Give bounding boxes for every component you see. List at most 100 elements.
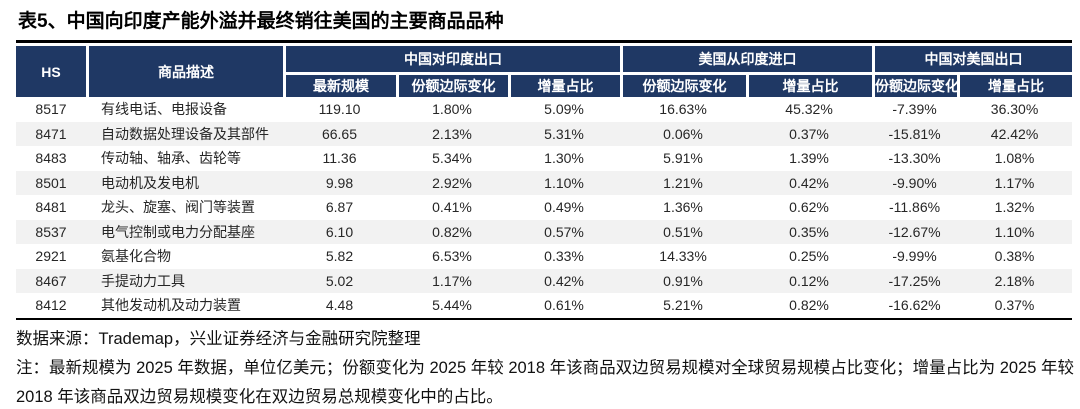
- hs-code: 8483: [35, 150, 67, 167]
- header-group-cn-to-india: 中国对印度出口: [283, 46, 621, 72]
- table-row: 8481 龙头、旋塞、阀门等装置 6.87 0.41% 0.49% 1.36% 0.62% -…: [16, 195, 1072, 220]
- share-change-us-india: 16.63%: [659, 101, 707, 118]
- increment-share-us-india: 0.62%: [789, 199, 829, 216]
- product-desc: 氨基化合物: [101, 248, 171, 265]
- increment-share-cn-india: 0.57%: [544, 223, 584, 240]
- product-desc: 其他发动机及动力装置: [101, 297, 241, 314]
- table-row: 8471 自动数据处理设备及其部件 66.65 2.13% 5.31% 0.06% 0.37…: [16, 121, 1073, 146]
- increment-share-us-india: 0.12%: [789, 272, 829, 289]
- share-change-us-india: 0.91%: [663, 272, 703, 289]
- bottom-rule: [16, 317, 1072, 320]
- latest-scale: 6.10: [325, 223, 354, 240]
- header-group-cn-to-us: 中国对美国出口: [872, 46, 1073, 72]
- latest-scale: 5.02: [325, 272, 354, 289]
- increment-share-cn-india: 0.49%: [544, 199, 584, 216]
- share-change-cn-us: -15.81%: [888, 125, 941, 142]
- increment-share-cn-us: 42.42%: [990, 125, 1039, 142]
- increment-share-cn-india: 0.33%: [544, 248, 584, 265]
- header-increment-share-us-india: 增量占比: [746, 72, 873, 97]
- latest-scale: 6.87: [325, 199, 354, 216]
- latest-scale: 11.36: [322, 150, 357, 167]
- latest-scale: 5.82: [325, 248, 354, 265]
- product-desc: 传动轴、轴承、齿轮等: [101, 150, 241, 167]
- increment-share-cn-india: 1.10%: [544, 174, 584, 191]
- header-group-row: HS 商品描述 中国对印度出口 美国从印度进口 中国对美国出口: [16, 46, 1073, 97]
- product-desc: 电气控制或电力分配基座: [101, 223, 255, 240]
- latest-scale: 66.65: [321, 125, 358, 142]
- latest-scale: 9.98: [325, 174, 354, 191]
- share-change-cn-us: -13.30%: [888, 150, 941, 167]
- latest-scale: 119.10: [318, 101, 361, 118]
- header-hs: HS: [16, 46, 86, 97]
- share-change-cn-us: -17.25%: [888, 272, 941, 289]
- share-change-cn-us: -11.86%: [888, 199, 941, 216]
- share-change-us-india: 1.21%: [663, 174, 703, 191]
- product-desc: 龙头、旋塞、阀门等装置: [101, 199, 255, 216]
- share-change-us-india: 5.91%: [663, 150, 703, 167]
- share-change-cn-india: 0.82%: [432, 223, 472, 240]
- hs-code: 8501: [35, 174, 67, 191]
- data-table: HS 商品描述 中国对印度出口 美国从印度进口 中国对美国出口 最新规模 份额边…: [16, 46, 1073, 318]
- table-row: 8517 有线电话、电报设备 119.10 1.80% 5.09% 16.63% 45.32…: [16, 97, 1072, 122]
- footnote: 注：最新规模为 2025 年数据，单位亿美元；份额变化为 2025 年较 201…: [16, 359, 1074, 406]
- increment-share-us-india: 0.82%: [789, 297, 829, 314]
- header-share-change-us-india: 份额边际变化: [620, 72, 747, 97]
- hs-code: 8471: [35, 125, 67, 142]
- increment-share-us-india: 0.35%: [789, 223, 829, 240]
- increment-share-us-india: 45.32%: [785, 101, 833, 118]
- hs-code: 8467: [35, 272, 67, 289]
- table-body: 8517 有线电话、电报设备 119.10 1.80% 5.09% 16.63% 45.32…: [16, 97, 1073, 318]
- increment-share-cn-us: 1.32%: [994, 199, 1035, 216]
- table-row: 8501 电动机及发电机 9.98 2.92% 1.10% 1.21% 0.42% -9.90…: [16, 170, 1073, 195]
- share-change-cn-india: 2.13%: [432, 125, 472, 142]
- share-change-cn-us: -9.99%: [892, 248, 937, 265]
- hs-code: 8481: [35, 199, 67, 216]
- table-row: 8467 手提动力工具 5.02 1.17% 0.42% 0.91% 0.12% -17.25…: [16, 268, 1073, 293]
- product-desc: 手提动力工具: [101, 272, 185, 289]
- hs-code: 2921: [35, 248, 67, 265]
- share-change-cn-us: -7.39%: [892, 101, 937, 118]
- table-footer: 数据来源：Trademap，兴业证券经济与金融研究院整理 注：最新规模为 202…: [16, 325, 1074, 409]
- share-change-cn-india: 5.34%: [432, 150, 472, 167]
- share-change-cn-india: 5.44%: [432, 297, 472, 314]
- header-group-us-from-india: 美国从印度进口: [620, 46, 873, 72]
- share-change-cn-india: 6.53%: [432, 248, 472, 265]
- share-change-us-india: 1.36%: [663, 199, 703, 216]
- hs-code: 8517: [35, 101, 67, 118]
- header-product-desc: 商品描述: [86, 46, 283, 97]
- table-row: 8483 传动轴、轴承、齿轮等 11.36 5.34% 1.30% 5.91% 1.39% -…: [16, 146, 1072, 171]
- table-row: 8412 其他发动机及动力装置 4.48 5.44% 0.61% 5.21% 0.82% -1…: [16, 293, 1072, 318]
- table-row: 8537 电气控制或电力分配基座 6.10 0.82% 0.57% 0.51% 0.35% -…: [16, 219, 1073, 244]
- increment-share-us-india: 0.37%: [789, 125, 829, 142]
- increment-share-cn-india: 1.30%: [544, 150, 584, 167]
- table-header: HS 商品描述 中国对印度出口 美国从印度进口 中国对美国出口 最新规模 份额边…: [16, 46, 1073, 97]
- increment-share-cn-us: 1.08%: [994, 150, 1035, 167]
- product-desc: 自动数据处理设备及其部件: [101, 125, 269, 142]
- product-desc: 电动机及发电机: [101, 174, 199, 191]
- product-desc: 有线电话、电报设备: [101, 101, 227, 118]
- table-title: 表5、中国向印度产能外溢并最终销往美国的主要商品品种: [18, 11, 504, 32]
- increment-share-cn-india: 0.42%: [544, 272, 584, 289]
- share-change-us-india: 0.51%: [663, 223, 703, 240]
- increment-share-cn-us: 1.17%: [994, 174, 1035, 191]
- latest-scale: 4.48: [325, 297, 354, 314]
- increment-share-cn-india: 5.09%: [544, 101, 584, 118]
- data-source-line: 数据来源：Trademap，兴业证券经济与金融研究院整理: [16, 330, 421, 348]
- table-row: 2921 氨基化合物 5.82 6.53% 0.33% 14.33% 0.25% -9.99%…: [16, 244, 1072, 269]
- top-rule: [16, 40, 1072, 43]
- share-change-cn-us: -12.67%: [888, 223, 941, 240]
- increment-share-cn-india: 0.61%: [544, 297, 584, 314]
- share-change-cn-us: -16.62%: [888, 297, 941, 314]
- share-change-cn-india: 1.80%: [432, 101, 472, 118]
- header-share-change-cn-india: 份额边际变化: [396, 72, 508, 97]
- increment-share-cn-us: 0.38%: [994, 248, 1035, 265]
- share-change-us-india: 0.06%: [663, 125, 703, 142]
- increment-share-cn-india: 5.31%: [544, 125, 584, 142]
- share-change-cn-india: 0.41%: [432, 199, 472, 216]
- increment-share-us-india: 1.39%: [789, 150, 829, 167]
- header-sub-row: 最新规模 份额边际变化 增量占比 份额边际变化 增量占比 份额边际变化 增量占比: [16, 72, 1073, 97]
- share-change-us-india: 5.21%: [663, 297, 703, 314]
- header-latest-scale: 最新规模: [283, 72, 396, 97]
- increment-share-cn-us: 1.10%: [994, 223, 1035, 240]
